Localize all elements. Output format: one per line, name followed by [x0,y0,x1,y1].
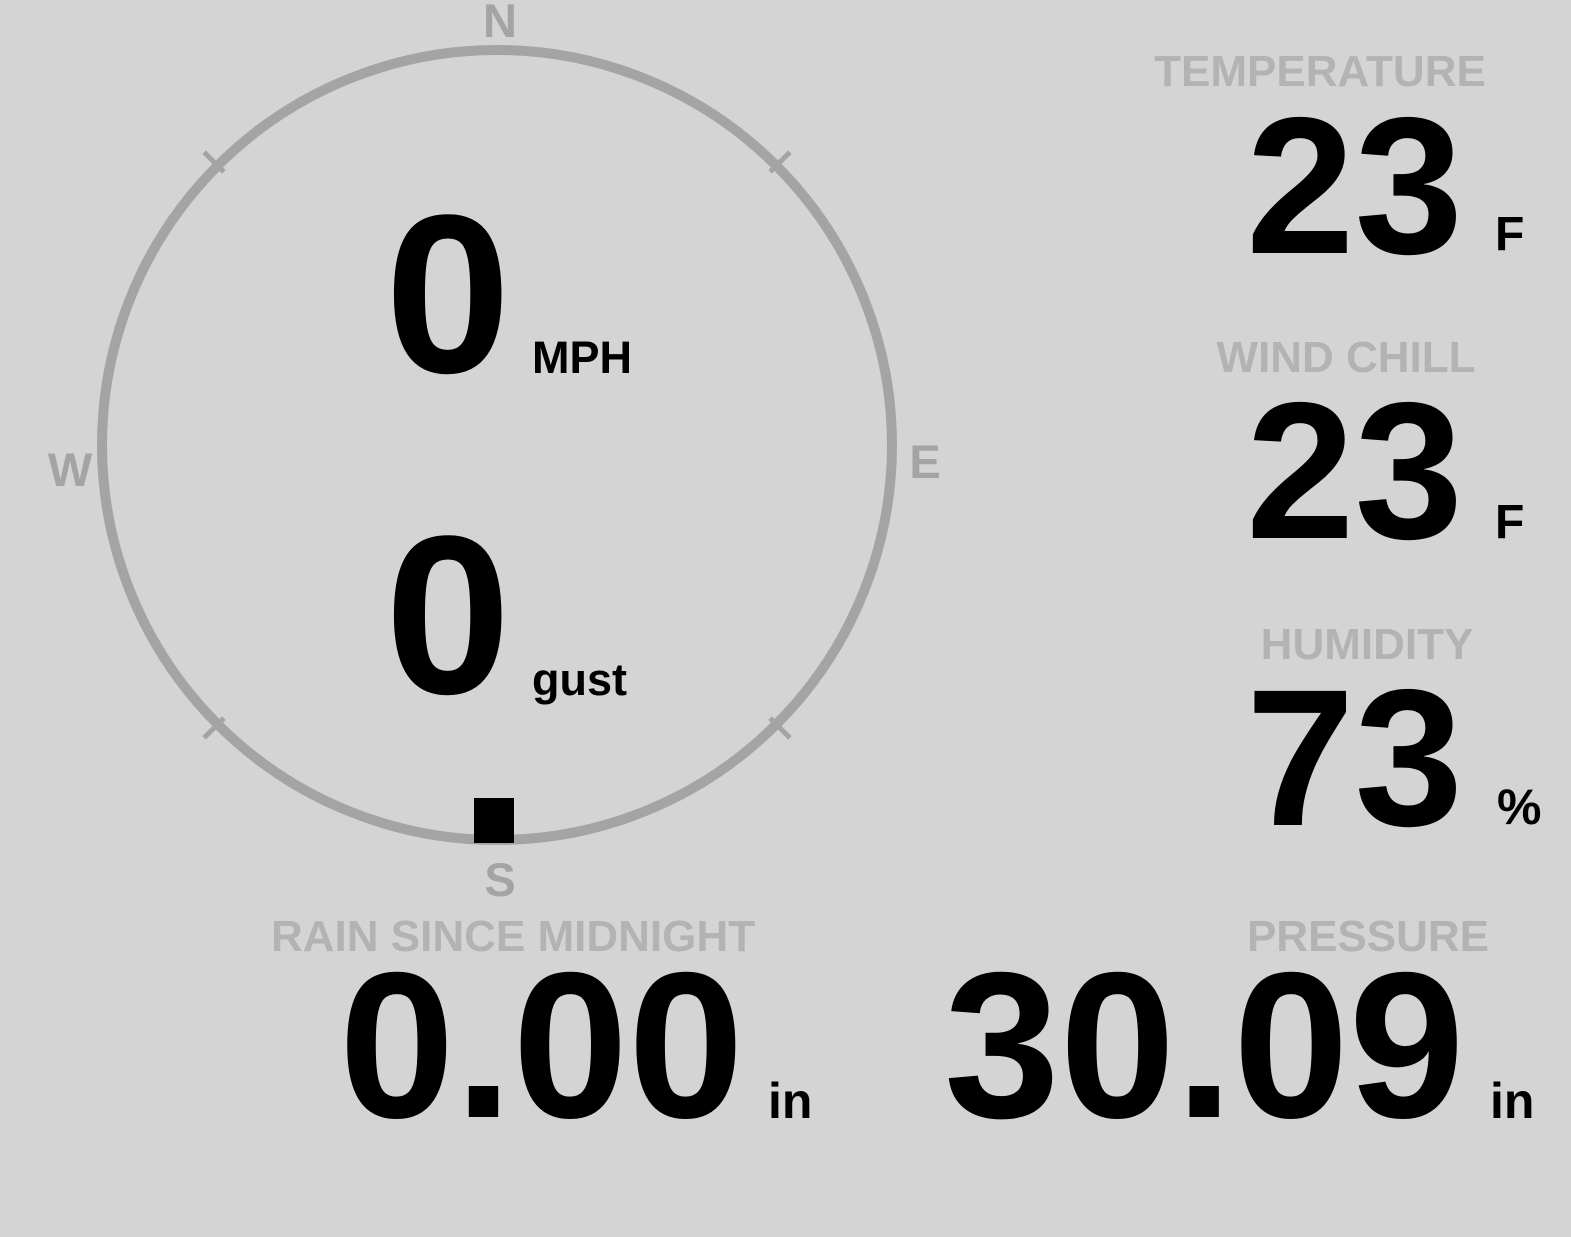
temperature-value: 23 [1246,77,1463,295]
pressure-value: 30.09 [944,930,1465,1162]
wind-chill-label: WIND CHILL [1216,333,1476,382]
wind-gust-unit: gust [532,654,627,705]
wind-gust-value: 0 [385,488,511,741]
humidity-unit: % [1497,779,1542,835]
temperature-unit: F [1495,208,1525,261]
compass-label-east: E [909,435,941,488]
wind-direction-indicator [474,798,514,843]
humidity-value: 73 [1246,649,1463,867]
compass-label-north: N [483,0,517,47]
humidity-label: HUMIDITY [1260,620,1474,669]
rain-label: RAIN SINCE MIDNIGHT [271,912,755,961]
wind-chill-unit: F [1495,496,1525,549]
wind-speed-unit: MPH [532,332,632,383]
rain-value: 0.00 [339,930,744,1162]
pressure-label: PRESSURE [1246,912,1490,961]
wind-chill-value: 23 [1246,362,1463,580]
temperature-label: TEMPERATURE [1154,47,1486,96]
compass-label-west: W [47,443,93,496]
rain-unit: in [768,1073,813,1129]
compass-label-south: S [484,853,516,906]
pressure-unit: in [1490,1073,1535,1129]
wind-speed-value: 0 [385,167,511,420]
